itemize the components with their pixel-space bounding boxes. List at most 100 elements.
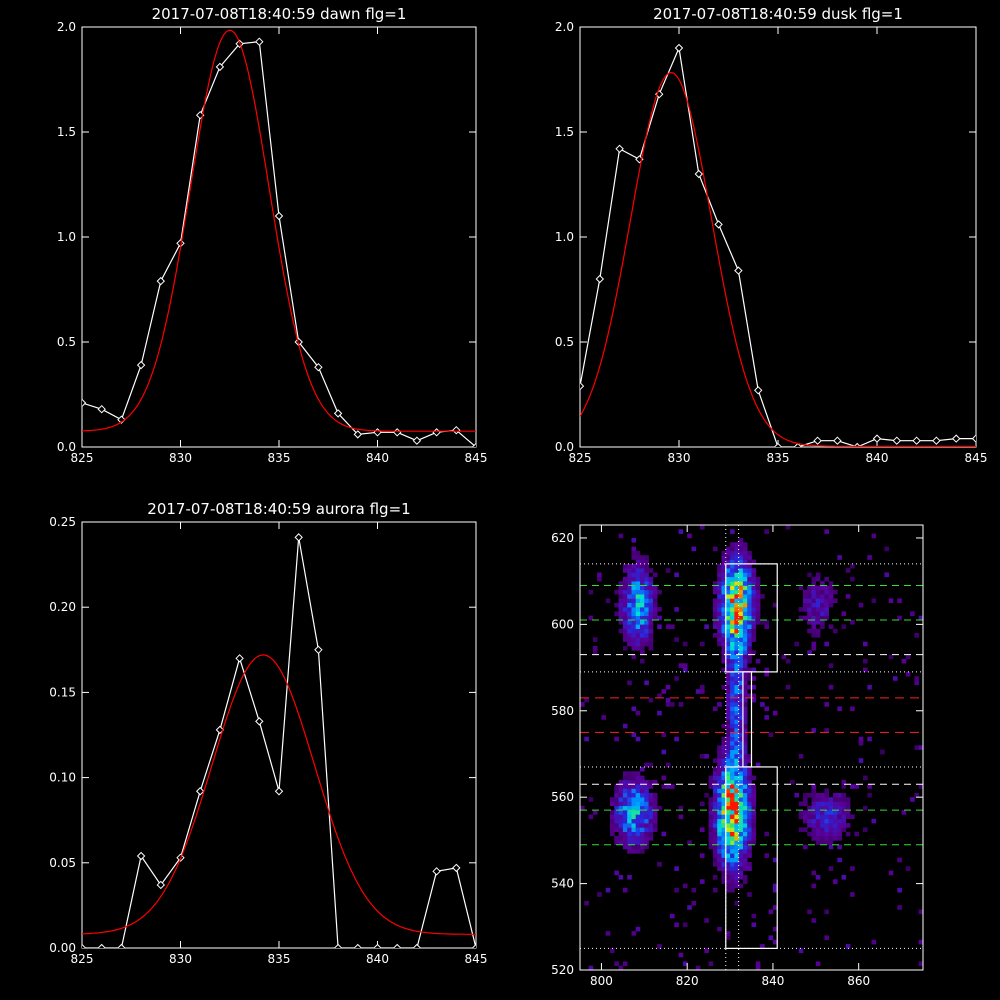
heat-cell — [734, 741, 739, 746]
heat-cell — [738, 736, 744, 742]
heat-cell — [747, 568, 752, 573]
heat-cell — [747, 550, 752, 556]
heat-cell — [618, 797, 624, 802]
heat-cell — [627, 797, 632, 802]
heat-cell — [747, 667, 752, 673]
heat-cell — [837, 792, 842, 798]
heat-cell — [725, 883, 731, 889]
heat-cell — [730, 585, 735, 591]
heat-cell — [734, 559, 739, 565]
heat-cell — [708, 840, 714, 845]
heat-cell — [747, 684, 752, 690]
heat-cell — [717, 779, 722, 785]
heat-cell — [751, 572, 757, 578]
heat-cell — [734, 736, 739, 742]
heat-cell — [730, 836, 735, 841]
heat-cell — [738, 615, 744, 621]
heat-cell — [691, 887, 697, 893]
heat-cell — [841, 823, 847, 828]
heat-cell — [657, 944, 662, 949]
heat-cell — [824, 935, 829, 940]
data-point — [97, 404, 106, 414]
heat-cell — [597, 576, 602, 582]
heat-cell — [725, 797, 731, 802]
heat-cell — [734, 840, 739, 845]
heat-cell — [730, 602, 735, 608]
heat-cell — [841, 797, 847, 802]
heat-cell — [734, 576, 739, 582]
heat-cell — [648, 568, 654, 573]
heat-cell — [674, 676, 679, 681]
heat-cell — [828, 840, 834, 845]
heat-cell — [648, 827, 654, 832]
heat-cell — [721, 779, 727, 785]
heat-cell — [742, 836, 748, 841]
heat-cell — [747, 849, 752, 854]
panel-title: 2017-07-08T18:40:59 dawn flg=1 — [152, 5, 407, 23]
heat-cell — [730, 611, 735, 616]
heat-cell — [828, 831, 834, 837]
heat-cell — [640, 775, 645, 781]
heat-cell — [807, 615, 812, 621]
heat-cell — [751, 620, 757, 625]
heat-cell — [738, 814, 744, 820]
heat-cell — [631, 620, 637, 625]
heat-cell — [721, 646, 727, 651]
heat-cell — [820, 620, 825, 625]
heat-cell — [648, 607, 654, 612]
heat-cell — [635, 836, 641, 841]
heat-cell — [631, 581, 637, 586]
heat-cell — [854, 784, 859, 789]
heat-cell — [833, 805, 838, 811]
heat-cell — [742, 723, 748, 729]
heat-cell — [734, 589, 739, 595]
heat-cell — [648, 762, 654, 768]
heat-cell — [747, 598, 752, 603]
data-point — [872, 434, 882, 443]
heat-cell — [631, 602, 637, 608]
heat-cell — [725, 870, 731, 876]
heat-cell — [815, 792, 821, 798]
heat-cell — [811, 883, 817, 889]
heat-cell — [717, 754, 722, 759]
y-tick-label: 1.0 — [57, 230, 76, 244]
heat-cell — [755, 576, 761, 582]
heat-cell — [742, 853, 748, 858]
heat-cell — [640, 658, 645, 664]
heat-cell — [747, 840, 752, 845]
heat-cell — [867, 555, 872, 560]
heat-cell — [747, 658, 752, 664]
heat-cell — [798, 801, 804, 807]
heat-cell — [730, 883, 735, 889]
heat-cell — [824, 840, 829, 845]
heat-cell — [618, 840, 624, 845]
axes-frame — [81, 26, 477, 448]
heat-cell — [747, 563, 752, 569]
heat-cell — [640, 646, 645, 651]
heat-cell — [742, 736, 748, 742]
heat-cell — [631, 654, 637, 660]
heat-cell — [717, 563, 722, 569]
heat-cell — [640, 779, 645, 785]
heat-cell — [768, 935, 774, 940]
heat-cell — [828, 801, 834, 807]
heat-cell — [712, 823, 718, 828]
heat-cell — [708, 797, 714, 802]
heat-cell — [730, 758, 735, 763]
heat-cell — [751, 805, 757, 811]
heat-cell — [712, 706, 718, 712]
heat-cell — [635, 550, 641, 556]
heat-cell — [721, 620, 727, 625]
heat-cell — [674, 637, 679, 642]
heat-cell — [730, 792, 735, 798]
heat-cell — [833, 818, 838, 824]
heat-cell — [738, 594, 744, 599]
data-point — [694, 169, 704, 179]
heat-cell — [721, 775, 727, 781]
heat-cell — [824, 598, 829, 603]
heat-cell — [700, 641, 705, 647]
heat-cell — [742, 546, 748, 552]
heat-cell — [738, 620, 744, 625]
heat-cell — [717, 758, 722, 763]
heat-cell — [640, 836, 645, 841]
